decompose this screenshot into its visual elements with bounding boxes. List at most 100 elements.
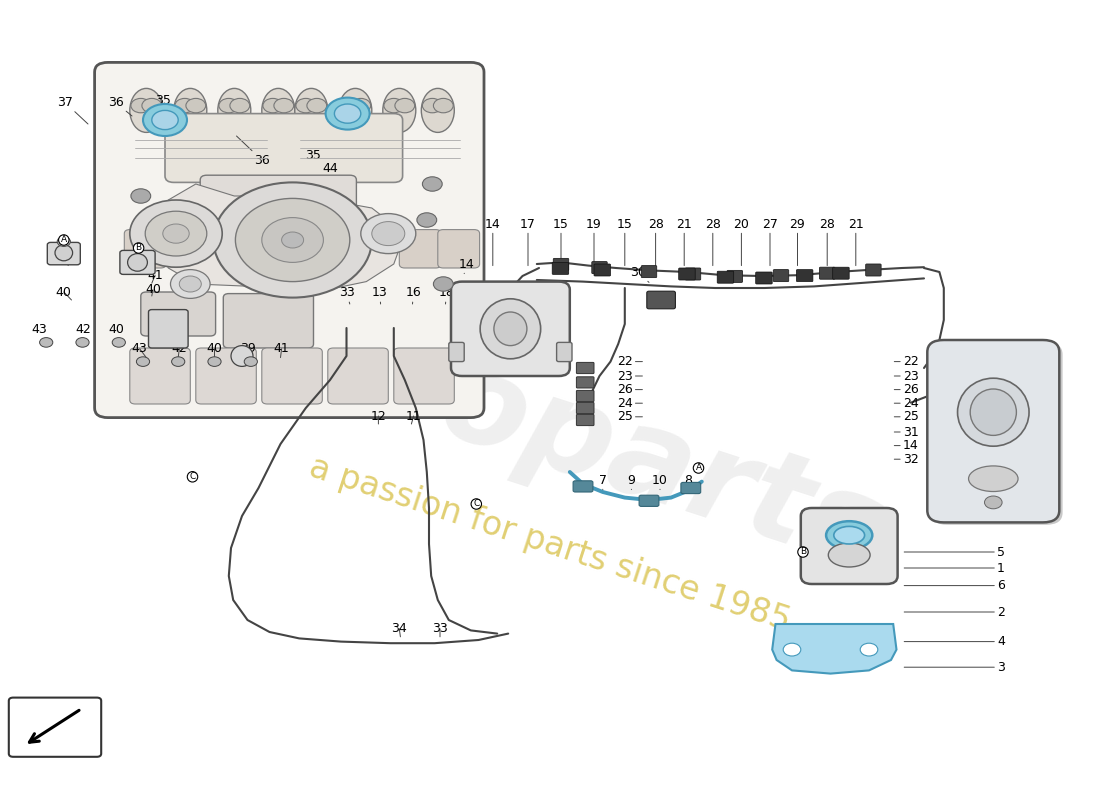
FancyBboxPatch shape [927, 340, 1059, 522]
FancyBboxPatch shape [576, 390, 594, 402]
Text: 44: 44 [168, 110, 184, 122]
Text: C: C [189, 472, 196, 482]
Text: 35: 35 [155, 94, 170, 107]
Text: 14: 14 [894, 439, 918, 452]
Text: 20: 20 [734, 218, 749, 266]
Ellipse shape [174, 89, 207, 133]
Text: 13: 13 [372, 286, 387, 304]
FancyBboxPatch shape [165, 114, 403, 182]
Circle shape [112, 338, 125, 347]
Circle shape [282, 232, 304, 248]
Text: 17: 17 [520, 218, 536, 266]
Text: 25: 25 [617, 410, 642, 423]
Circle shape [230, 98, 250, 113]
FancyBboxPatch shape [262, 348, 322, 404]
Ellipse shape [128, 254, 147, 271]
Ellipse shape [494, 312, 527, 346]
Polygon shape [152, 184, 405, 290]
Text: 42: 42 [76, 323, 91, 339]
Text: B: B [800, 547, 806, 557]
Circle shape [130, 200, 222, 267]
Ellipse shape [826, 522, 872, 549]
Circle shape [219, 98, 239, 113]
Circle shape [235, 198, 350, 282]
Text: 36: 36 [236, 136, 270, 166]
Text: 7: 7 [598, 474, 607, 490]
Text: 40: 40 [109, 323, 124, 339]
Circle shape [984, 496, 1002, 509]
Text: 40: 40 [207, 342, 222, 358]
Text: 37: 37 [57, 96, 88, 124]
Text: 43: 43 [32, 323, 47, 339]
FancyBboxPatch shape [148, 310, 188, 348]
Text: 41: 41 [147, 269, 163, 283]
Circle shape [326, 98, 370, 130]
FancyBboxPatch shape [223, 294, 314, 348]
Text: 22: 22 [894, 355, 918, 368]
Text: 27: 27 [762, 218, 778, 266]
Text: 33: 33 [432, 622, 448, 637]
Text: 43: 43 [132, 342, 147, 358]
Circle shape [422, 98, 442, 113]
Circle shape [57, 237, 70, 246]
FancyBboxPatch shape [801, 508, 898, 584]
FancyBboxPatch shape [47, 242, 80, 265]
Circle shape [163, 224, 189, 243]
Text: 12: 12 [371, 410, 386, 424]
Circle shape [143, 104, 187, 136]
FancyBboxPatch shape [685, 268, 701, 280]
Circle shape [340, 98, 360, 113]
FancyBboxPatch shape [727, 270, 742, 282]
FancyBboxPatch shape [95, 62, 484, 418]
Text: 41: 41 [150, 254, 165, 269]
Circle shape [142, 98, 162, 113]
FancyBboxPatch shape [866, 264, 881, 276]
Text: 33: 33 [339, 286, 354, 304]
Text: 24: 24 [617, 397, 642, 410]
FancyBboxPatch shape [196, 348, 256, 404]
Text: 35: 35 [306, 149, 321, 162]
Text: 40: 40 [145, 283, 161, 296]
Text: 29: 29 [790, 218, 805, 266]
Text: C: C [473, 499, 480, 509]
Circle shape [175, 98, 195, 113]
FancyBboxPatch shape [647, 291, 675, 309]
FancyBboxPatch shape [576, 362, 594, 374]
FancyBboxPatch shape [451, 282, 570, 376]
Text: 21: 21 [848, 218, 864, 266]
Circle shape [307, 98, 327, 113]
Ellipse shape [480, 298, 541, 358]
Ellipse shape [55, 245, 73, 261]
Text: a passion for parts since 1985: a passion for parts since 1985 [305, 450, 795, 638]
Ellipse shape [834, 526, 865, 544]
FancyBboxPatch shape [679, 268, 695, 280]
Text: 22: 22 [617, 355, 642, 368]
Circle shape [783, 643, 801, 656]
Circle shape [262, 218, 323, 262]
Circle shape [274, 98, 294, 113]
FancyBboxPatch shape [931, 342, 1063, 525]
Text: 32: 32 [461, 304, 476, 320]
Text: 30: 30 [630, 266, 649, 282]
Text: 40: 40 [56, 286, 72, 300]
Ellipse shape [970, 389, 1016, 435]
FancyBboxPatch shape [557, 342, 572, 362]
FancyBboxPatch shape [576, 402, 594, 414]
Circle shape [131, 98, 151, 113]
Text: 8: 8 [684, 474, 693, 490]
FancyBboxPatch shape [130, 348, 190, 404]
Ellipse shape [218, 89, 251, 133]
FancyBboxPatch shape [756, 272, 772, 284]
Text: 28: 28 [705, 218, 720, 266]
Circle shape [361, 214, 416, 254]
Circle shape [433, 277, 453, 291]
FancyBboxPatch shape [576, 414, 594, 426]
Ellipse shape [295, 89, 328, 133]
FancyBboxPatch shape [717, 271, 734, 283]
FancyBboxPatch shape [328, 348, 388, 404]
Circle shape [417, 213, 437, 227]
Text: 3: 3 [904, 661, 1005, 674]
Text: 1: 1 [904, 562, 1005, 574]
FancyBboxPatch shape [592, 262, 607, 274]
Text: 10: 10 [652, 474, 668, 490]
